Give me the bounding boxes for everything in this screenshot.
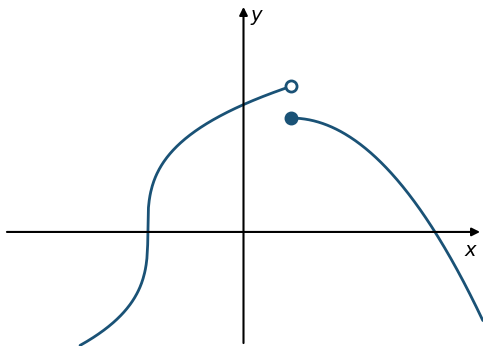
- Text: x: x: [464, 241, 476, 260]
- Text: y: y: [251, 6, 262, 26]
